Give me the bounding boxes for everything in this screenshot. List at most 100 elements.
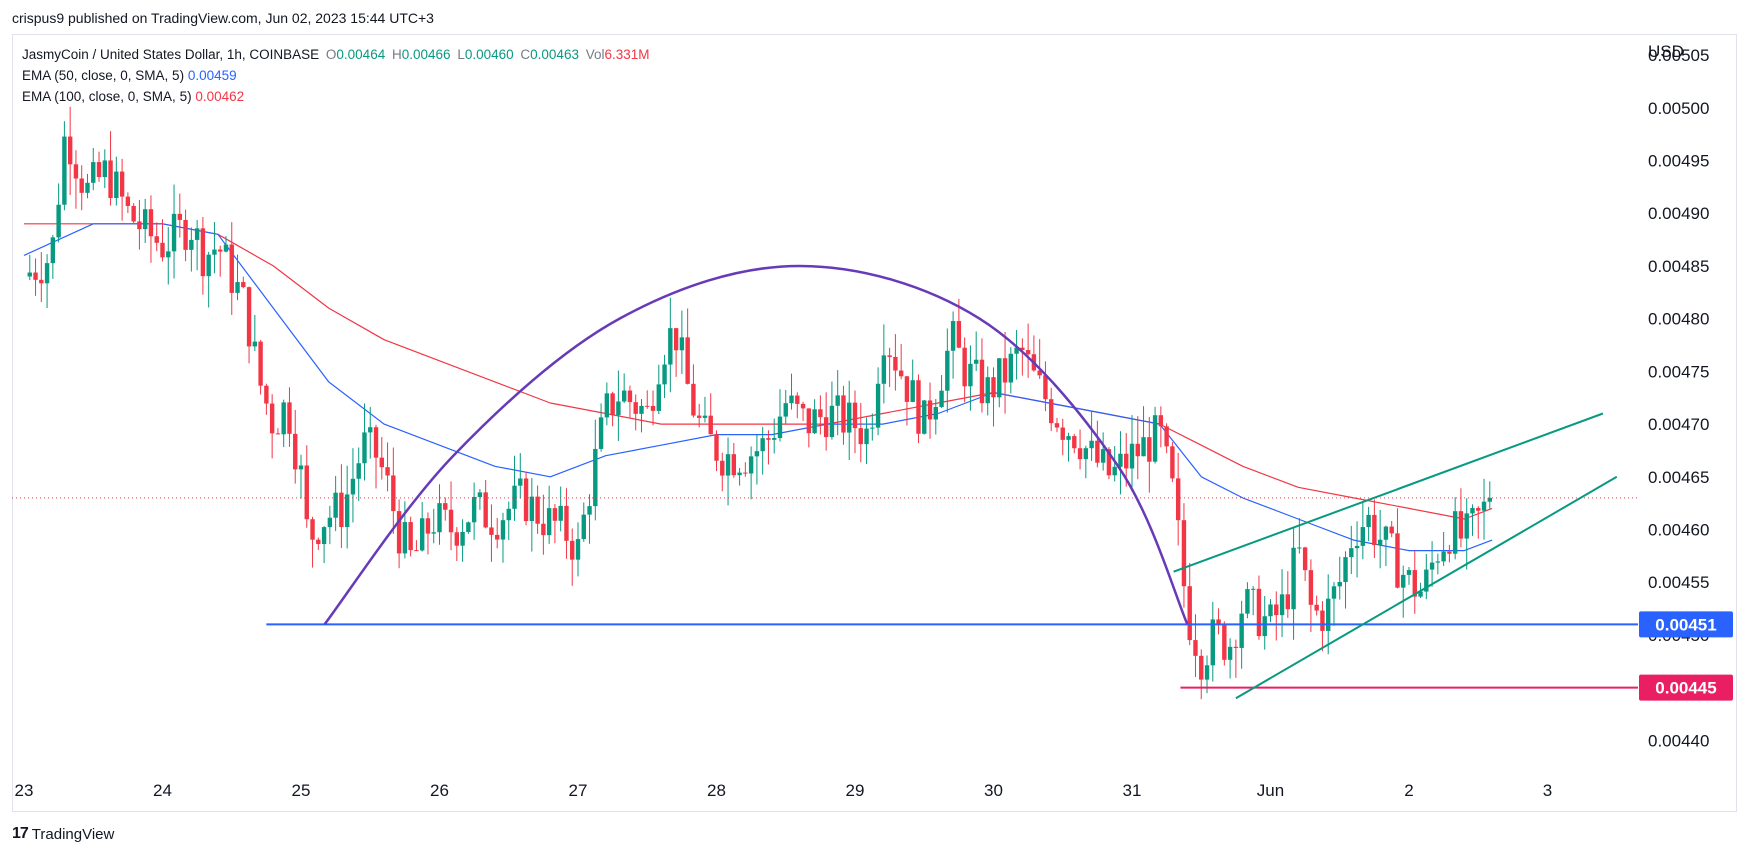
y-tick-label: 0.00470 — [1648, 415, 1709, 434]
candle-body — [350, 478, 356, 495]
candle-body — [962, 347, 967, 387]
candle-body — [85, 182, 90, 193]
candle-body — [1395, 533, 1400, 588]
candle-body — [298, 465, 304, 470]
candle-body — [1002, 358, 1008, 383]
time-axis: 23 24 25 26 27 28 29 30 31 Jun 2 3 — [15, 781, 1553, 800]
candle-body — [945, 350, 950, 391]
candle-body — [62, 136, 67, 205]
candle-body — [1072, 436, 1077, 449]
candle-body — [333, 492, 338, 518]
candle-body — [1245, 589, 1250, 614]
candle-body — [1366, 514, 1371, 528]
candle-body — [419, 518, 425, 551]
candle-body — [321, 527, 327, 545]
candle-body — [483, 492, 488, 528]
candle-body — [575, 539, 581, 560]
candle-body — [950, 321, 956, 351]
ema50-path — [23, 223, 1493, 552]
candle-body — [39, 279, 44, 284]
legend-ema100: EMA (100, close, 0, SMA, 5) 0.00462 — [22, 89, 245, 104]
legend-ema50: EMA (50, close, 0, SMA, 5) 0.00459 — [22, 68, 237, 83]
candle-body — [1100, 449, 1106, 463]
candle-body — [1164, 426, 1169, 447]
x-tick-label: 30 — [984, 781, 1003, 800]
candle-body — [1222, 625, 1227, 660]
candle-body — [293, 433, 298, 470]
candle-body — [598, 417, 604, 449]
candle-body — [1458, 511, 1464, 539]
candle-body — [1020, 347, 1025, 351]
candle-body — [621, 390, 627, 402]
candle-body — [1008, 353, 1014, 383]
candle-body — [1447, 551, 1452, 554]
candle-body — [518, 478, 523, 486]
candle-body — [1372, 514, 1377, 546]
candle-body — [229, 244, 234, 293]
rounded-top-arc — [323, 264, 1189, 626]
candle-body — [1095, 440, 1100, 463]
candle-body — [812, 409, 817, 434]
candle-body — [743, 472, 748, 474]
candle-body — [535, 496, 540, 524]
candle-body — [1308, 570, 1314, 605]
support-tag-label: 0.00451 — [1655, 615, 1716, 634]
axis-currency: USD — [1648, 42, 1684, 61]
candle-body — [241, 282, 246, 288]
candle-body — [402, 522, 408, 554]
candle-body — [1175, 478, 1181, 521]
candle-body — [1256, 588, 1262, 637]
candle-body — [870, 427, 875, 429]
candle-body — [339, 492, 344, 528]
candle-body — [1418, 591, 1423, 597]
ema100-line — [24, 223, 1493, 520]
x-tick-label: 2 — [1404, 781, 1413, 800]
candle-body — [587, 506, 592, 515]
candle-body — [327, 517, 333, 528]
candle-body — [1429, 562, 1435, 570]
candle-body — [368, 427, 373, 433]
candle-body — [1250, 588, 1256, 590]
candle-body — [1337, 581, 1342, 587]
candle-body — [1297, 547, 1302, 549]
candle-body — [1452, 511, 1458, 554]
candle-body — [1147, 437, 1152, 462]
candle-body — [108, 160, 113, 199]
candle-body — [200, 228, 206, 277]
candle-body — [310, 519, 315, 540]
candle-body — [373, 427, 379, 458]
candle-body — [154, 236, 159, 243]
candle-body — [1262, 616, 1267, 637]
y-tick-label: 0.00495 — [1648, 152, 1709, 171]
ema100-path — [24, 223, 1493, 520]
candle-body — [795, 395, 800, 404]
candle-body — [287, 402, 292, 434]
candle-body — [1199, 655, 1204, 680]
candle-body — [466, 522, 471, 532]
candle-body — [356, 463, 361, 479]
candle-body — [656, 384, 661, 411]
price-tags: 0.00451 0.00445 — [1639, 611, 1733, 701]
candle-body — [956, 321, 962, 348]
candle-body — [754, 451, 760, 457]
candle-body — [777, 416, 783, 439]
candle-body — [737, 472, 742, 476]
candle-body — [189, 239, 194, 250]
x-tick-label: Jun — [1257, 781, 1284, 800]
candle-body — [1204, 665, 1210, 680]
candle-body — [1152, 415, 1158, 462]
footer-brand: TradingView — [31, 825, 115, 843]
x-tick-label: 27 — [569, 781, 588, 800]
candle-body — [1106, 449, 1112, 476]
legend-main: JasmyCoin / United States Dollar, 1h, CO… — [22, 47, 650, 62]
candle-body — [183, 219, 188, 250]
candle-body — [887, 355, 892, 357]
candle-body — [847, 402, 852, 433]
candle-body — [460, 531, 465, 546]
candle-body — [1331, 586, 1337, 599]
candle-body — [431, 532, 436, 534]
candle-body — [1412, 570, 1417, 597]
candle-body — [212, 249, 217, 255]
candle-body — [506, 508, 511, 521]
